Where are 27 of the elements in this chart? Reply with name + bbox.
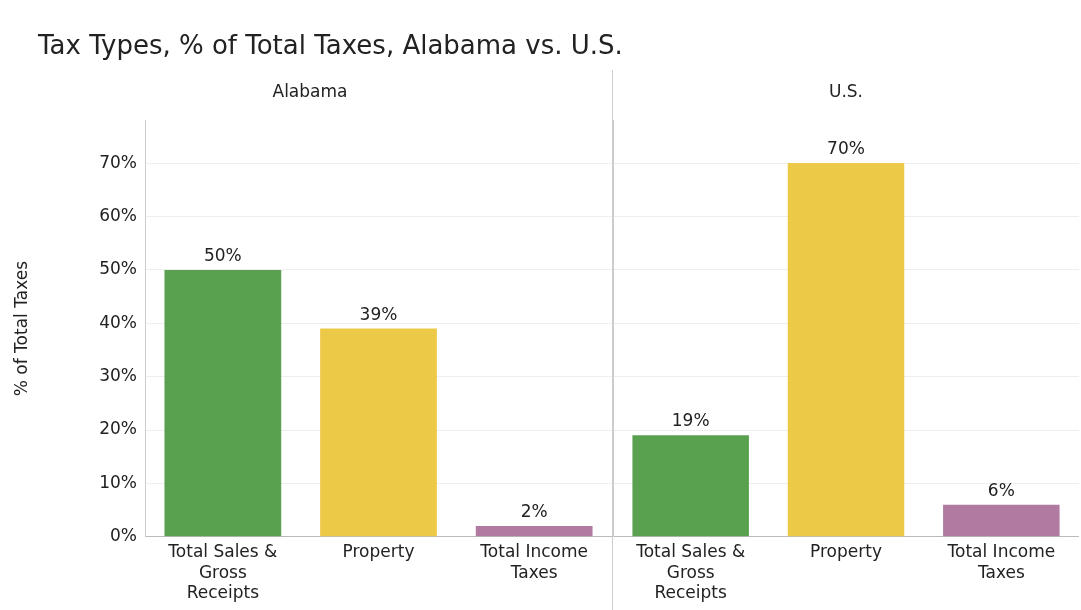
y-tick-label: 0% xyxy=(110,525,137,546)
chart-title: Tax Types, % of Total Taxes, Alabama vs. U.S. xyxy=(37,29,624,62)
data-label: 50% xyxy=(203,244,242,265)
y-tick-label: 40% xyxy=(99,311,137,332)
y-tick-label: 10% xyxy=(99,471,137,492)
x-tick-label: Property xyxy=(342,541,415,562)
data-label: 2% xyxy=(520,501,548,522)
x-tick-label: Property xyxy=(810,541,882,562)
chart-subtitle: Alabama xyxy=(272,80,348,101)
data-label: 19% xyxy=(671,410,710,431)
data-label: 6% xyxy=(987,479,1015,500)
y-axis-title: % of Total Taxes xyxy=(10,260,31,397)
y-tick-label: 50% xyxy=(99,258,137,279)
bar xyxy=(475,526,593,537)
x-tick-label: Total Income Taxes xyxy=(479,541,588,582)
y-tick-label: 70% xyxy=(99,151,137,172)
data-label: 39% xyxy=(359,303,398,324)
y-tick-label: 30% xyxy=(99,365,137,386)
x-tick-label: Total Sales & Gross Receipts xyxy=(167,541,278,603)
y-tick-label: 20% xyxy=(99,418,137,439)
bar xyxy=(164,269,282,537)
x-tick-label: Total Sales & Gross Receipts xyxy=(635,541,746,603)
bar xyxy=(320,328,437,537)
y-tick-label: 60% xyxy=(99,204,137,225)
chart-subtitle: U.S. xyxy=(828,80,864,101)
data-label: 70% xyxy=(827,138,865,159)
x-tick-label: Total Income Taxes xyxy=(946,541,1056,582)
